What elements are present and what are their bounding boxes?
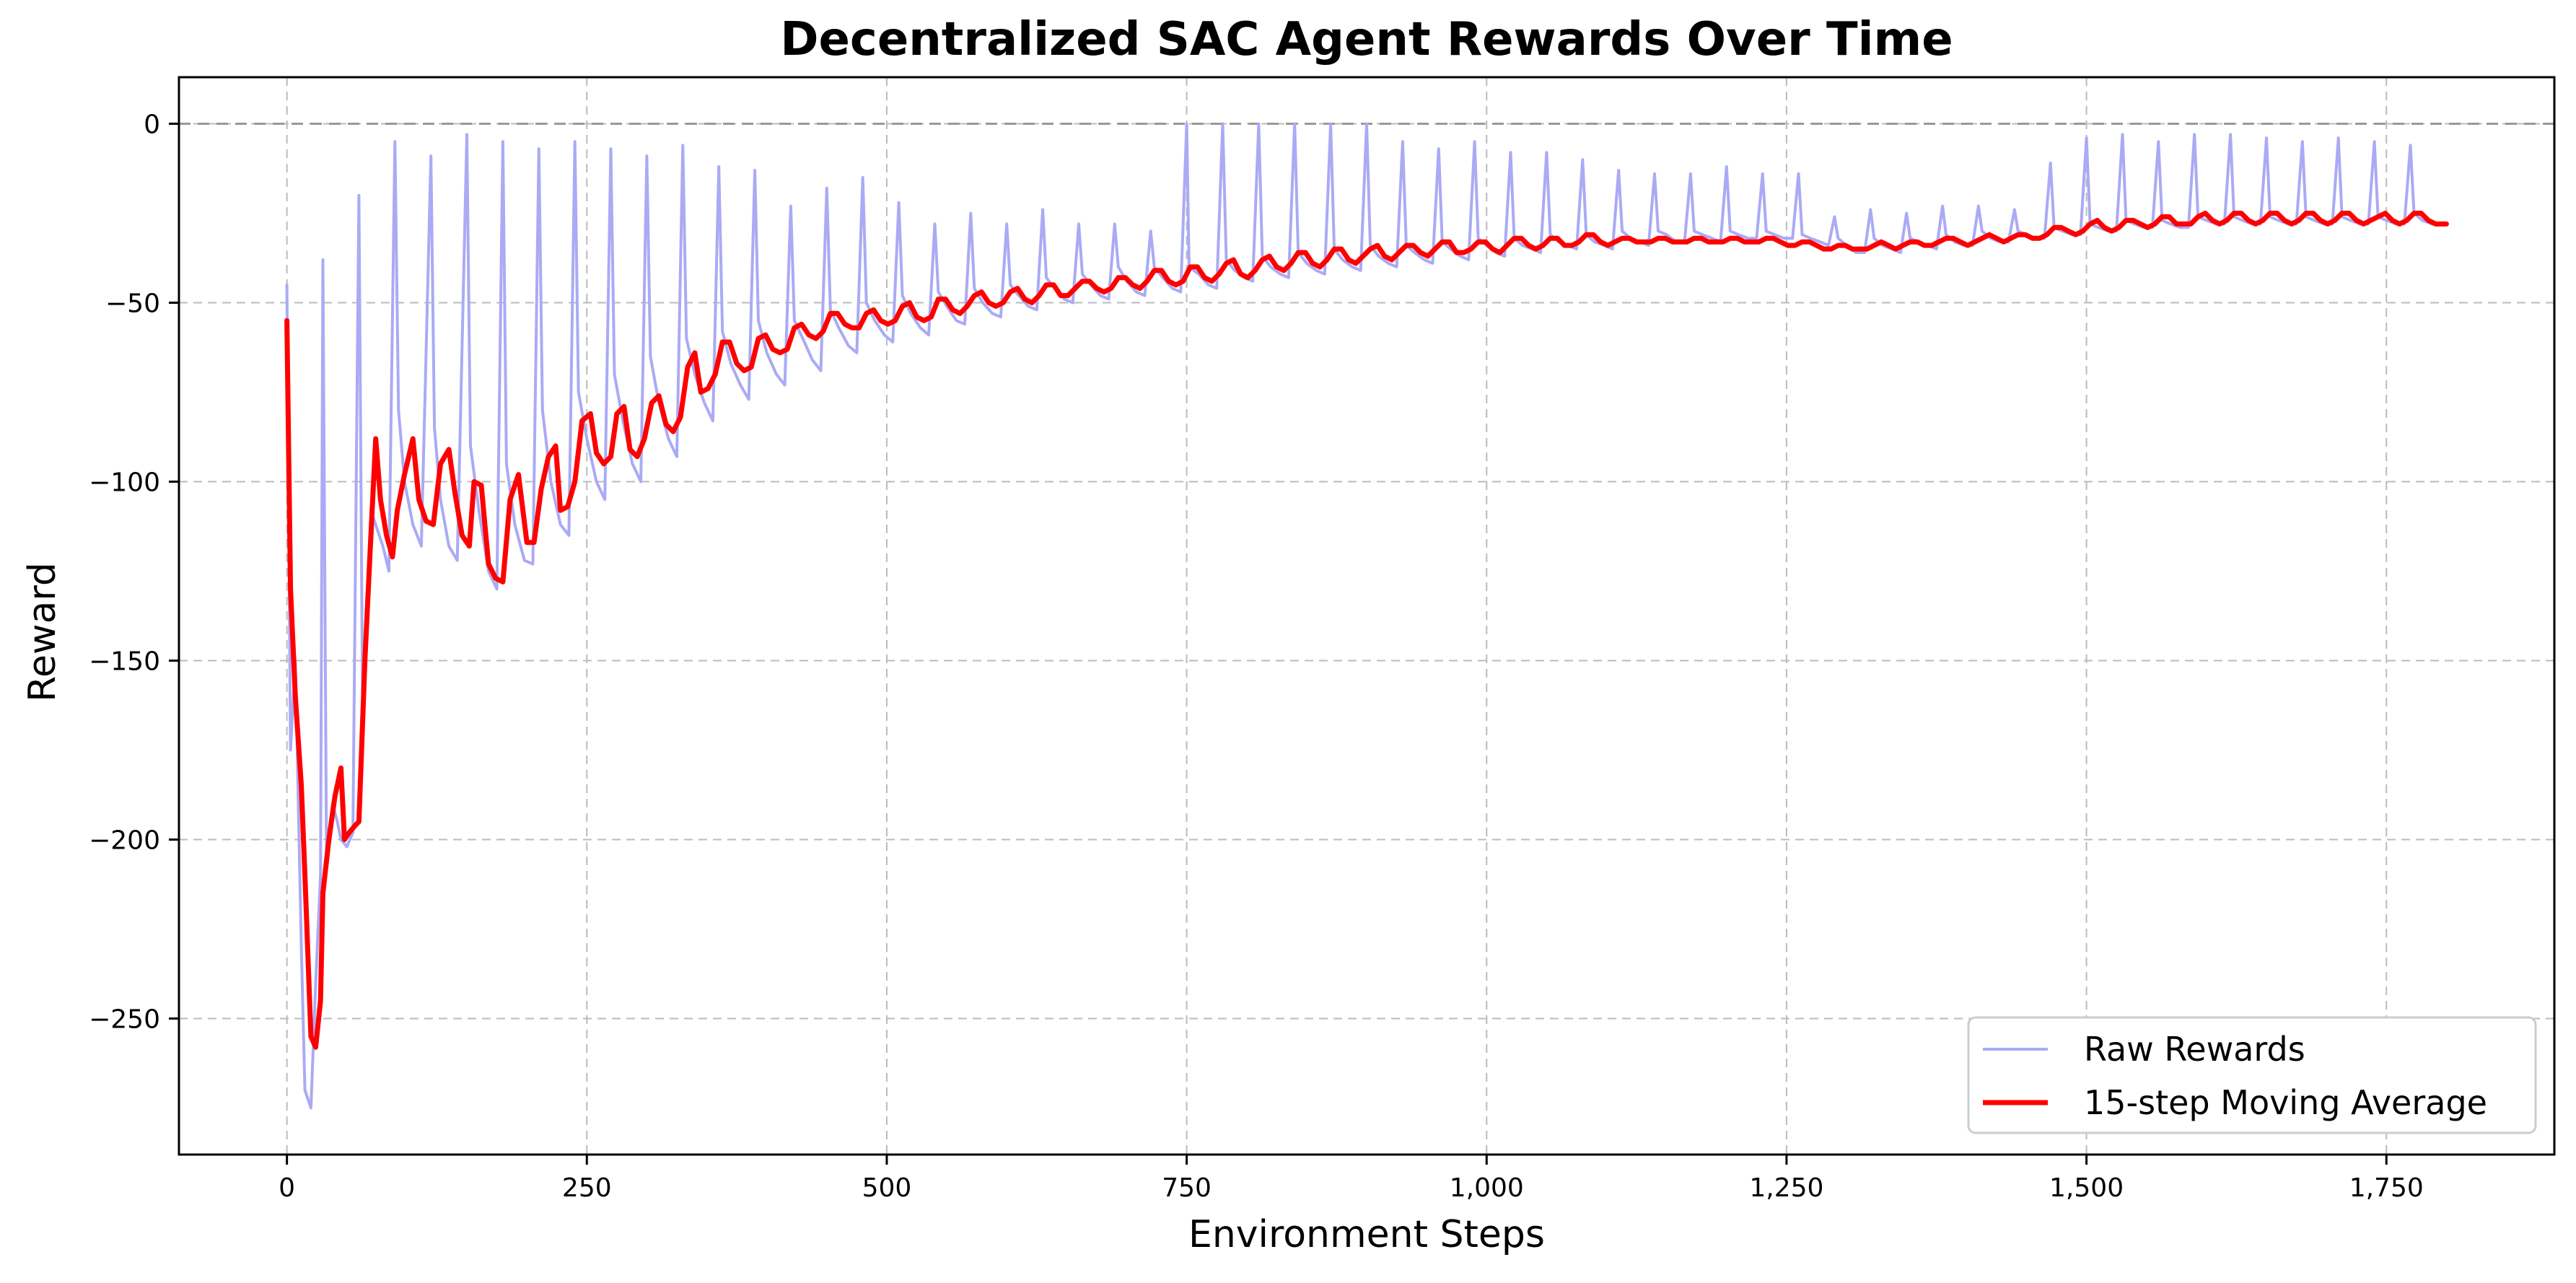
moving-average-line (284, 211, 2449, 1050)
y-axis-label: Reward (21, 562, 64, 702)
legend: Raw Rewards 15-step Moving Average (1967, 1016, 2537, 1134)
x-tick-label: 0 (279, 1173, 295, 1203)
legend-label-moving-average: 15-step Moving Average (2084, 1083, 2487, 1122)
y-tick-label: −100 (89, 468, 160, 497)
x-tick-label: 1,750 (2349, 1173, 2424, 1203)
x-axis: 0 250 500 750 1,000 1,250 1,500 1,750 (279, 1155, 2424, 1203)
x-tick-label: 750 (1162, 1173, 1212, 1203)
y-tick-label: −250 (89, 1005, 160, 1035)
chart-title: Decentralized SAC Agent Rewards Over Tim… (780, 13, 1953, 66)
x-tick-label: 1,250 (1749, 1173, 1823, 1203)
y-tick-label: −150 (89, 647, 160, 677)
legend-label-raw-rewards: Raw Rewards (2084, 1030, 2305, 1069)
x-tick-label: 250 (562, 1173, 612, 1203)
y-tick-label: −200 (89, 826, 160, 856)
y-tick-label: −50 (105, 289, 160, 318)
x-tick-label: 1,000 (1450, 1173, 1524, 1203)
plot-frame (178, 76, 2556, 1156)
x-tick-label: 1,500 (2049, 1173, 2124, 1203)
legend-box (1967, 1016, 2537, 1134)
x-axis-label: Environment Steps (1188, 1213, 1545, 1256)
series-layer (284, 122, 2449, 1110)
y-axis: 0 −50 −100 −150 −200 −250 (89, 110, 179, 1035)
y-tick-label: 0 (144, 110, 160, 139)
x-tick-label: 500 (862, 1173, 912, 1203)
